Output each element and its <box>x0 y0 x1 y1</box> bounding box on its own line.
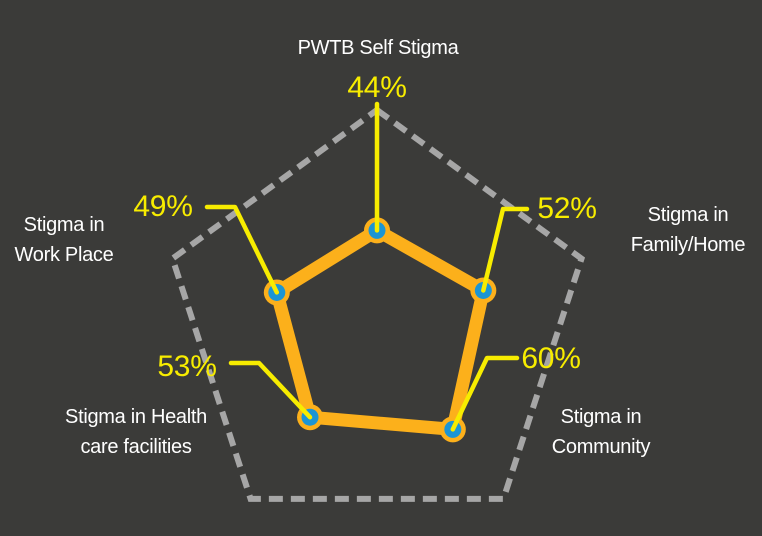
axis-value-family-home: 52% <box>537 192 597 225</box>
callout-line-work <box>204 204 280 295</box>
axis-value-community: 60% <box>521 342 581 375</box>
axis-label-community: Stigma in Community <box>551 406 651 458</box>
axis-value-work-place: 49% <box>133 190 193 223</box>
callout-line-community <box>450 355 520 432</box>
series-polygon <box>270 223 490 436</box>
axis-label-self-stigma: PWTB Self Stigma <box>297 37 459 59</box>
axis-label-family-home: Stigma in Family/Home <box>630 204 746 256</box>
axis-label-work-place: Stigma in Work Place <box>14 214 114 266</box>
grid-pentagon-outline <box>168 106 586 502</box>
callout-line-health <box>228 360 313 420</box>
axis-value-health-facilities: 53% <box>157 350 217 383</box>
axis-value-self-stigma: 44% <box>347 71 407 104</box>
callout-line-family <box>481 206 530 293</box>
axis-label-health-facilities: Stigma in Health care facilities <box>65 406 207 458</box>
